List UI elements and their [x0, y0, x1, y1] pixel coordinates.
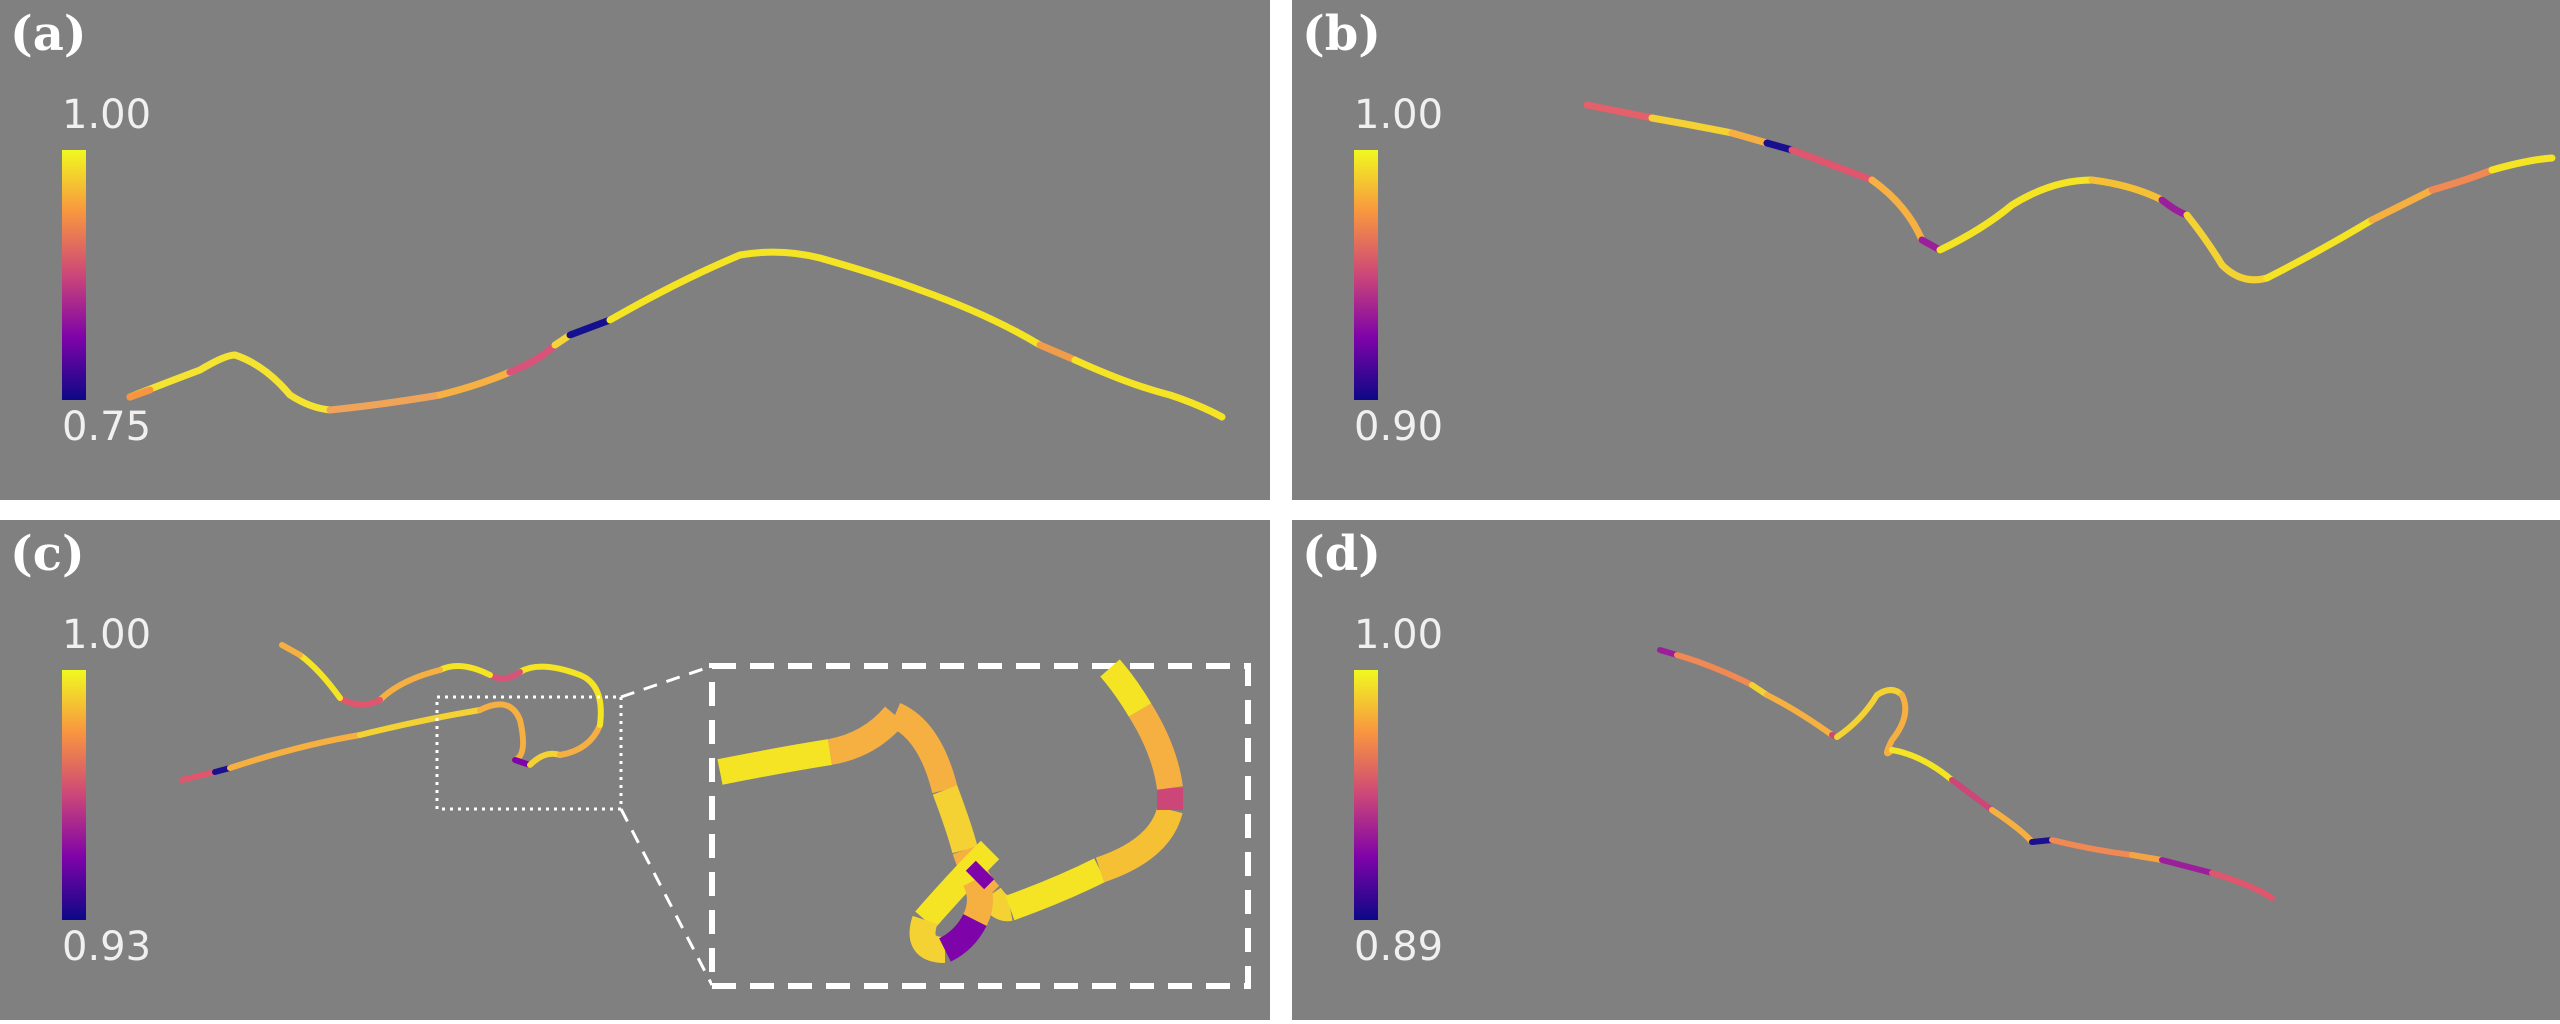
colorbar-min-label: 0.90: [1354, 404, 1444, 450]
panel-a: (a) 1.00 0.75: [0, 0, 1270, 500]
panel-c: (c) 1.00 0.93: [0, 520, 1270, 1020]
zoom-selection-box: [435, 695, 623, 811]
trajectory-curve: [1657, 647, 2275, 901]
trajectory-curve: [126, 248, 1226, 421]
panel-label: (b): [1302, 6, 1381, 62]
panel-d: (d) 1.00 0.89: [1292, 520, 2560, 1020]
colorbar-max-label: 1.00: [62, 612, 152, 658]
panel-b: (b) 1.00 0.90: [1292, 0, 2560, 500]
colorbar-min-label: 0.75: [62, 404, 152, 450]
colorbar: [1354, 670, 1378, 920]
colorbar-min-label: 0.89: [1354, 924, 1444, 970]
colorbar-max-label: 1.00: [62, 92, 152, 138]
colorbar: [1354, 150, 1378, 400]
panel-label: (d): [1302, 526, 1381, 582]
colorbar-max-label: 1.00: [1354, 612, 1444, 658]
colorbar-max-label: 1.00: [1354, 92, 1444, 138]
panel-label: (c): [10, 526, 85, 582]
colorbar: [62, 670, 86, 920]
panel-label: (a): [10, 6, 87, 62]
colorbar-min-label: 0.93: [62, 924, 152, 970]
colorbar: [62, 150, 86, 400]
trajectory-curve: [1583, 101, 2556, 284]
trajectory-curve: [179, 642, 1251, 989]
